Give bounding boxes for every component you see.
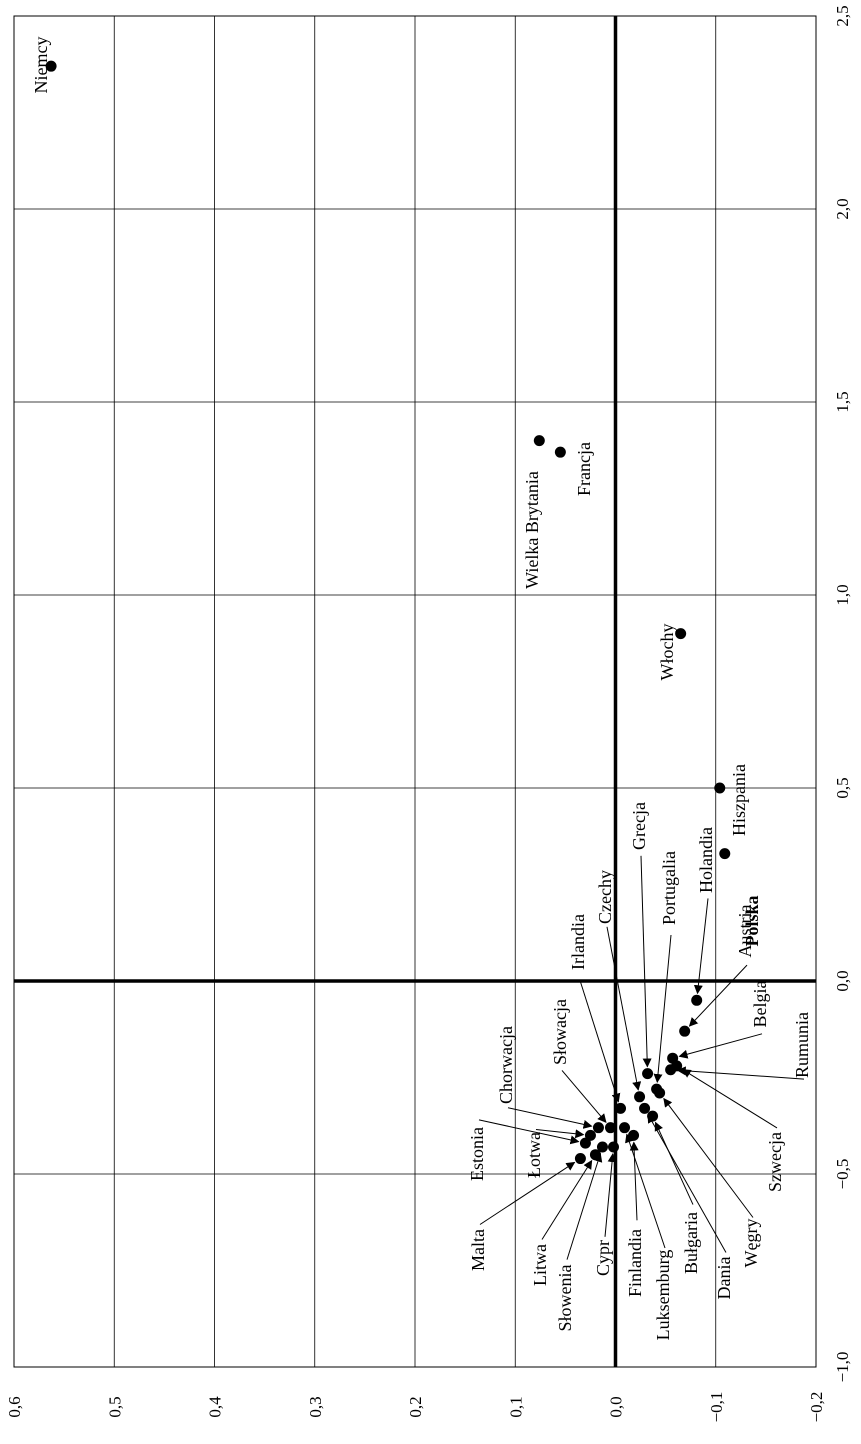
leader-irlandia <box>579 980 621 1103</box>
point-cypr <box>607 1141 619 1153</box>
point-dania <box>639 1102 651 1114</box>
point-hiszpania <box>714 782 726 794</box>
point-polska <box>719 848 731 860</box>
leader-szwecja <box>681 1069 778 1129</box>
point-label-chorwacja: Chorwacja <box>496 1026 516 1104</box>
point-austria <box>679 1025 691 1037</box>
point-label-bulgaria: Bułgaria <box>681 1212 701 1274</box>
leader-portugalia <box>653 934 672 1084</box>
point-francja <box>554 446 566 458</box>
leader-dania <box>647 1113 727 1253</box>
leader-slowacja <box>561 1070 607 1124</box>
point-label-dania: Dania <box>714 1257 734 1300</box>
x-tick-label: 1,5 <box>833 391 852 412</box>
point-luksemburg <box>619 1122 631 1134</box>
tick-labels: −1,0 −0,5 0,0 0,5 1,0 1,5 2,0 2,5 −0,2 −0,1 0,0 0,1… <box>5 5 852 1422</box>
y-tick-label: −0,1 <box>707 1392 726 1423</box>
point-label-lotwa: Łotwa <box>524 1132 544 1178</box>
leader-malta <box>479 1161 576 1225</box>
leader-holandia <box>693 898 709 995</box>
point-label-cypr: Cypr <box>593 1240 613 1276</box>
point-label-austria: Austria <box>735 905 755 958</box>
y-tick-label: 0,6 <box>5 1396 24 1417</box>
x-tick-label: 2,0 <box>833 198 852 219</box>
x-tick-label: 0,5 <box>833 777 852 798</box>
data-points <box>45 60 731 1165</box>
point-czechy <box>634 1091 646 1103</box>
point-estonia <box>579 1137 591 1149</box>
y-tick-label: 0,4 <box>206 1396 225 1418</box>
point-slowacja <box>604 1122 616 1134</box>
point-label-litwa: Litwa <box>530 1244 550 1286</box>
point-label-czechy: Czechy <box>595 870 615 924</box>
point-label-finlandia: Finlandia <box>625 1229 645 1297</box>
point-grecja <box>642 1068 654 1080</box>
leader-lotwa <box>535 1129 585 1139</box>
point-label-irlandia: Irlandia <box>568 914 588 970</box>
x-tick-label: −1,0 <box>833 1352 852 1383</box>
point-label-hiszpania: Hiszpania <box>729 764 749 836</box>
leader-lines <box>478 855 805 1260</box>
point-malta <box>574 1153 586 1165</box>
leader-austria <box>688 964 748 1027</box>
point-label-portugalia: Portugalia <box>659 851 679 925</box>
leader-rumunia <box>676 1066 805 1080</box>
point-labels: Niemcy Wielka Brytania Francja Włochy Hiszpa… <box>31 37 812 1341</box>
leader-luksemburg <box>625 1133 666 1249</box>
point-label-niemcy: Niemcy <box>31 37 51 94</box>
point-label-luksemburg: Luksemburg <box>653 1250 673 1341</box>
x-tick-label: −0,5 <box>833 1159 852 1190</box>
point-wielka-brytania <box>533 435 545 447</box>
y-tick-label: 0,0 <box>607 1396 626 1417</box>
point-irlandia <box>615 1102 627 1114</box>
y-tick-label: 0,5 <box>105 1396 124 1417</box>
point-label-wlochy: Włochy <box>657 624 677 681</box>
y-tick-label: −0,2 <box>807 1392 826 1423</box>
point-litwa <box>589 1149 601 1161</box>
leader-bulgaria <box>654 1121 694 1205</box>
point-label-holandia: Holandia <box>696 827 716 893</box>
point-chorwacja <box>592 1122 604 1134</box>
point-label-wielka-brytania: Wielka Brytania <box>522 471 542 589</box>
point-wegry <box>654 1087 666 1099</box>
leader-grecja <box>640 855 652 1068</box>
y-tick-label: 0,1 <box>506 1396 525 1417</box>
point-label-slowenia: Słowenia <box>555 1264 575 1331</box>
point-label-francja: Francja <box>574 442 594 496</box>
point-label-szwecja: Szwecja <box>765 1132 785 1192</box>
leader-chorwacja <box>507 1107 593 1129</box>
leader-cypr <box>604 1153 617 1237</box>
point-wlochy <box>675 628 687 640</box>
point-slowenia <box>596 1141 608 1153</box>
axes <box>14 16 816 1367</box>
point-finlandia <box>628 1129 640 1141</box>
point-label-belgia: Belgia <box>750 981 770 1028</box>
leader-belgia <box>678 1033 763 1059</box>
y-tick-label: 0,2 <box>406 1396 425 1417</box>
point-label-polska: Polska <box>742 895 762 946</box>
leader-finlandia <box>629 1141 639 1221</box>
y-tick-label: 0,3 <box>306 1396 325 1417</box>
leader-slowenia <box>566 1152 603 1260</box>
leader-litwa <box>541 1159 593 1240</box>
point-label-wegry: Węgry <box>741 1219 761 1268</box>
x-tick-label: 0,0 <box>833 970 852 991</box>
leader-czechy <box>606 926 642 1091</box>
point-szwecja <box>671 1060 683 1072</box>
leader-wegry <box>663 1097 754 1218</box>
point-label-grecja: Grecja <box>629 802 649 850</box>
point-niemcy <box>45 60 57 72</box>
x-tick-label: 2,5 <box>833 5 852 26</box>
grid <box>13 15 817 1368</box>
x-tick-label: 1,0 <box>833 584 852 605</box>
point-bulgaria <box>647 1110 659 1122</box>
leader-estonia <box>478 1119 580 1145</box>
point-holandia <box>691 994 703 1006</box>
point-label-malta: Malta <box>468 1229 488 1271</box>
point-label-rumunia: Rumunia <box>792 1012 812 1078</box>
point-label-estonia: Estonia <box>467 1127 487 1181</box>
point-label-slowacja: Słowacja <box>550 999 570 1065</box>
